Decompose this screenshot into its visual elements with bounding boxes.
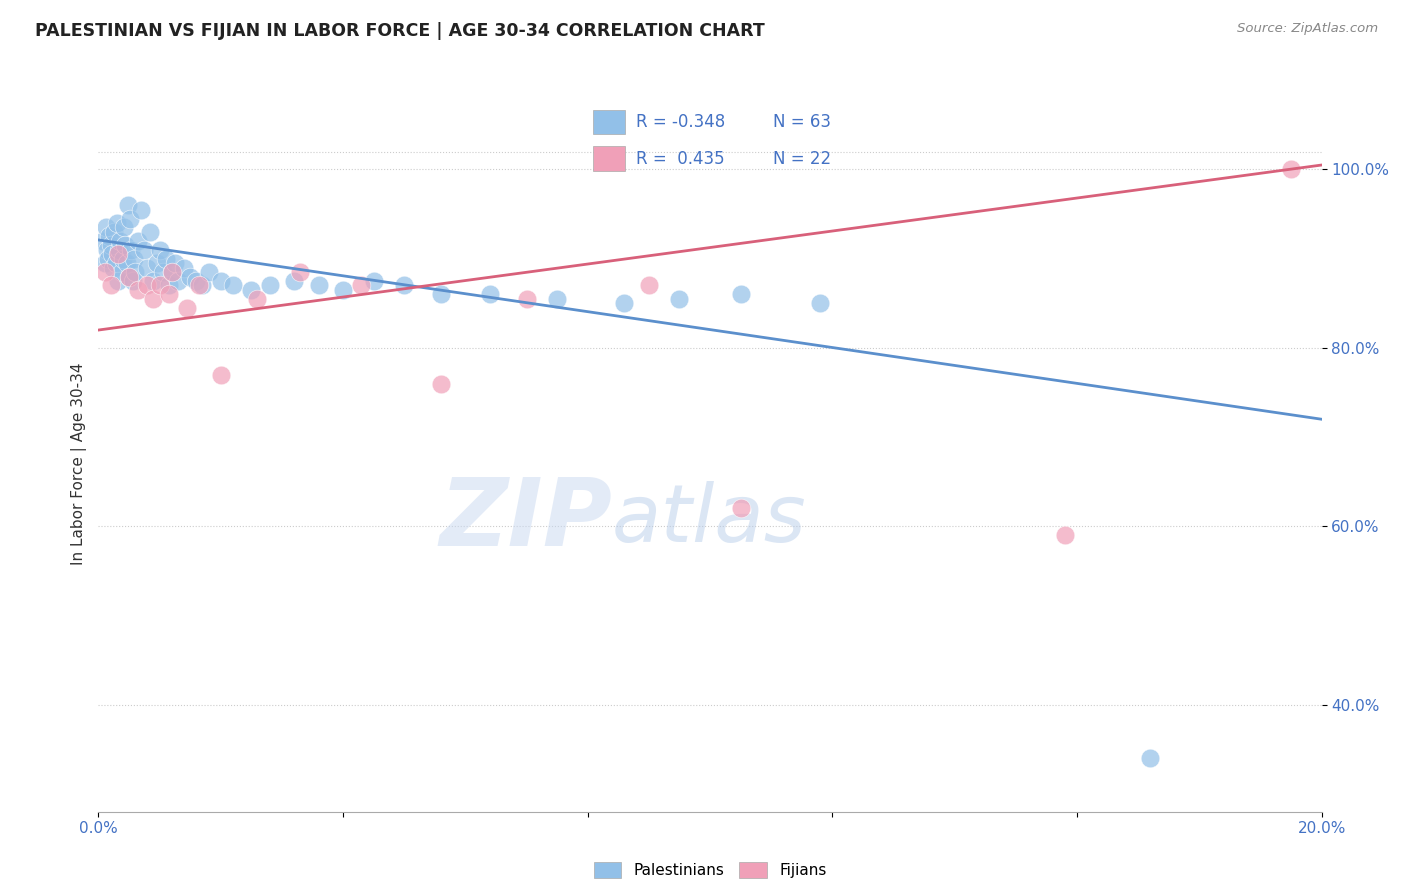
- Point: [142, 274, 165, 288]
- Point: [93, 265, 115, 279]
- Point: [91, 234, 114, 248]
- Point: [191, 278, 214, 293]
- Text: N = 22: N = 22: [773, 150, 831, 168]
- Point: [808, 296, 831, 310]
- Text: Source: ZipAtlas.com: Source: ZipAtlas.com: [1237, 22, 1378, 36]
- Point: [107, 274, 129, 288]
- Point: [111, 252, 134, 266]
- Point: [730, 501, 752, 516]
- Point: [149, 278, 172, 293]
- Point: [155, 252, 177, 266]
- Bar: [593, 146, 624, 170]
- Point: [350, 278, 373, 293]
- Point: [101, 260, 124, 275]
- Point: [100, 238, 122, 252]
- Point: [122, 252, 145, 266]
- Point: [107, 247, 129, 261]
- Point: [124, 265, 146, 279]
- Point: [188, 278, 211, 293]
- Point: [163, 256, 186, 270]
- Point: [613, 296, 636, 310]
- Point: [127, 234, 149, 248]
- Point: [152, 265, 174, 279]
- Point: [209, 368, 232, 382]
- Text: R = -0.348: R = -0.348: [636, 112, 725, 130]
- Point: [93, 256, 115, 270]
- Point: [118, 269, 141, 284]
- Point: [283, 274, 305, 288]
- Point: [117, 198, 139, 212]
- Point: [332, 283, 354, 297]
- Point: [94, 220, 117, 235]
- Point: [127, 283, 149, 297]
- Point: [105, 216, 128, 230]
- Point: [1139, 751, 1161, 765]
- Point: [668, 292, 690, 306]
- Text: R =  0.435: R = 0.435: [636, 150, 724, 168]
- Point: [167, 274, 190, 288]
- Point: [730, 287, 752, 301]
- Text: ZIP: ZIP: [439, 474, 612, 566]
- Point: [546, 292, 568, 306]
- Point: [363, 274, 385, 288]
- Point: [110, 234, 132, 248]
- Point: [103, 225, 125, 239]
- Point: [118, 269, 141, 284]
- Point: [1279, 162, 1302, 177]
- Point: [637, 278, 661, 293]
- Point: [176, 301, 198, 315]
- Point: [516, 292, 538, 306]
- Point: [157, 278, 180, 293]
- Y-axis label: In Labor Force | Age 30-34: In Labor Force | Age 30-34: [72, 362, 87, 566]
- Point: [139, 225, 162, 239]
- Bar: [593, 110, 624, 134]
- Point: [96, 243, 118, 257]
- Point: [392, 278, 416, 293]
- Point: [308, 278, 330, 293]
- Point: [98, 229, 121, 244]
- Point: [430, 287, 453, 301]
- Point: [209, 274, 232, 288]
- Point: [108, 243, 131, 257]
- Point: [142, 292, 165, 306]
- Point: [120, 211, 142, 226]
- Point: [240, 283, 263, 297]
- Point: [197, 265, 219, 279]
- Point: [136, 278, 159, 293]
- Point: [186, 274, 208, 288]
- Point: [115, 256, 138, 270]
- Point: [222, 278, 245, 293]
- Point: [111, 265, 134, 279]
- Point: [114, 238, 136, 252]
- Point: [97, 252, 120, 266]
- Point: [160, 265, 183, 279]
- Point: [149, 243, 172, 257]
- Point: [160, 265, 183, 279]
- Point: [157, 287, 180, 301]
- Point: [145, 256, 167, 270]
- Point: [134, 243, 156, 257]
- Point: [430, 376, 453, 391]
- Text: PALESTINIAN VS FIJIAN IN LABOR FORCE | AGE 30-34 CORRELATION CHART: PALESTINIAN VS FIJIAN IN LABOR FORCE | A…: [35, 22, 765, 40]
- Point: [129, 202, 152, 217]
- Point: [104, 256, 127, 270]
- Point: [259, 278, 281, 293]
- Point: [112, 220, 135, 235]
- Point: [179, 269, 201, 284]
- Text: atlas: atlas: [612, 481, 807, 558]
- Point: [120, 243, 142, 257]
- Point: [121, 274, 143, 288]
- Text: N = 63: N = 63: [773, 112, 831, 130]
- Point: [1053, 528, 1076, 542]
- Legend: Palestinians, Fijians: Palestinians, Fijians: [588, 856, 832, 884]
- Point: [290, 265, 312, 279]
- Point: [136, 260, 159, 275]
- Point: [478, 287, 501, 301]
- Point: [101, 247, 124, 261]
- Point: [100, 278, 122, 293]
- Point: [246, 292, 269, 306]
- Point: [173, 260, 195, 275]
